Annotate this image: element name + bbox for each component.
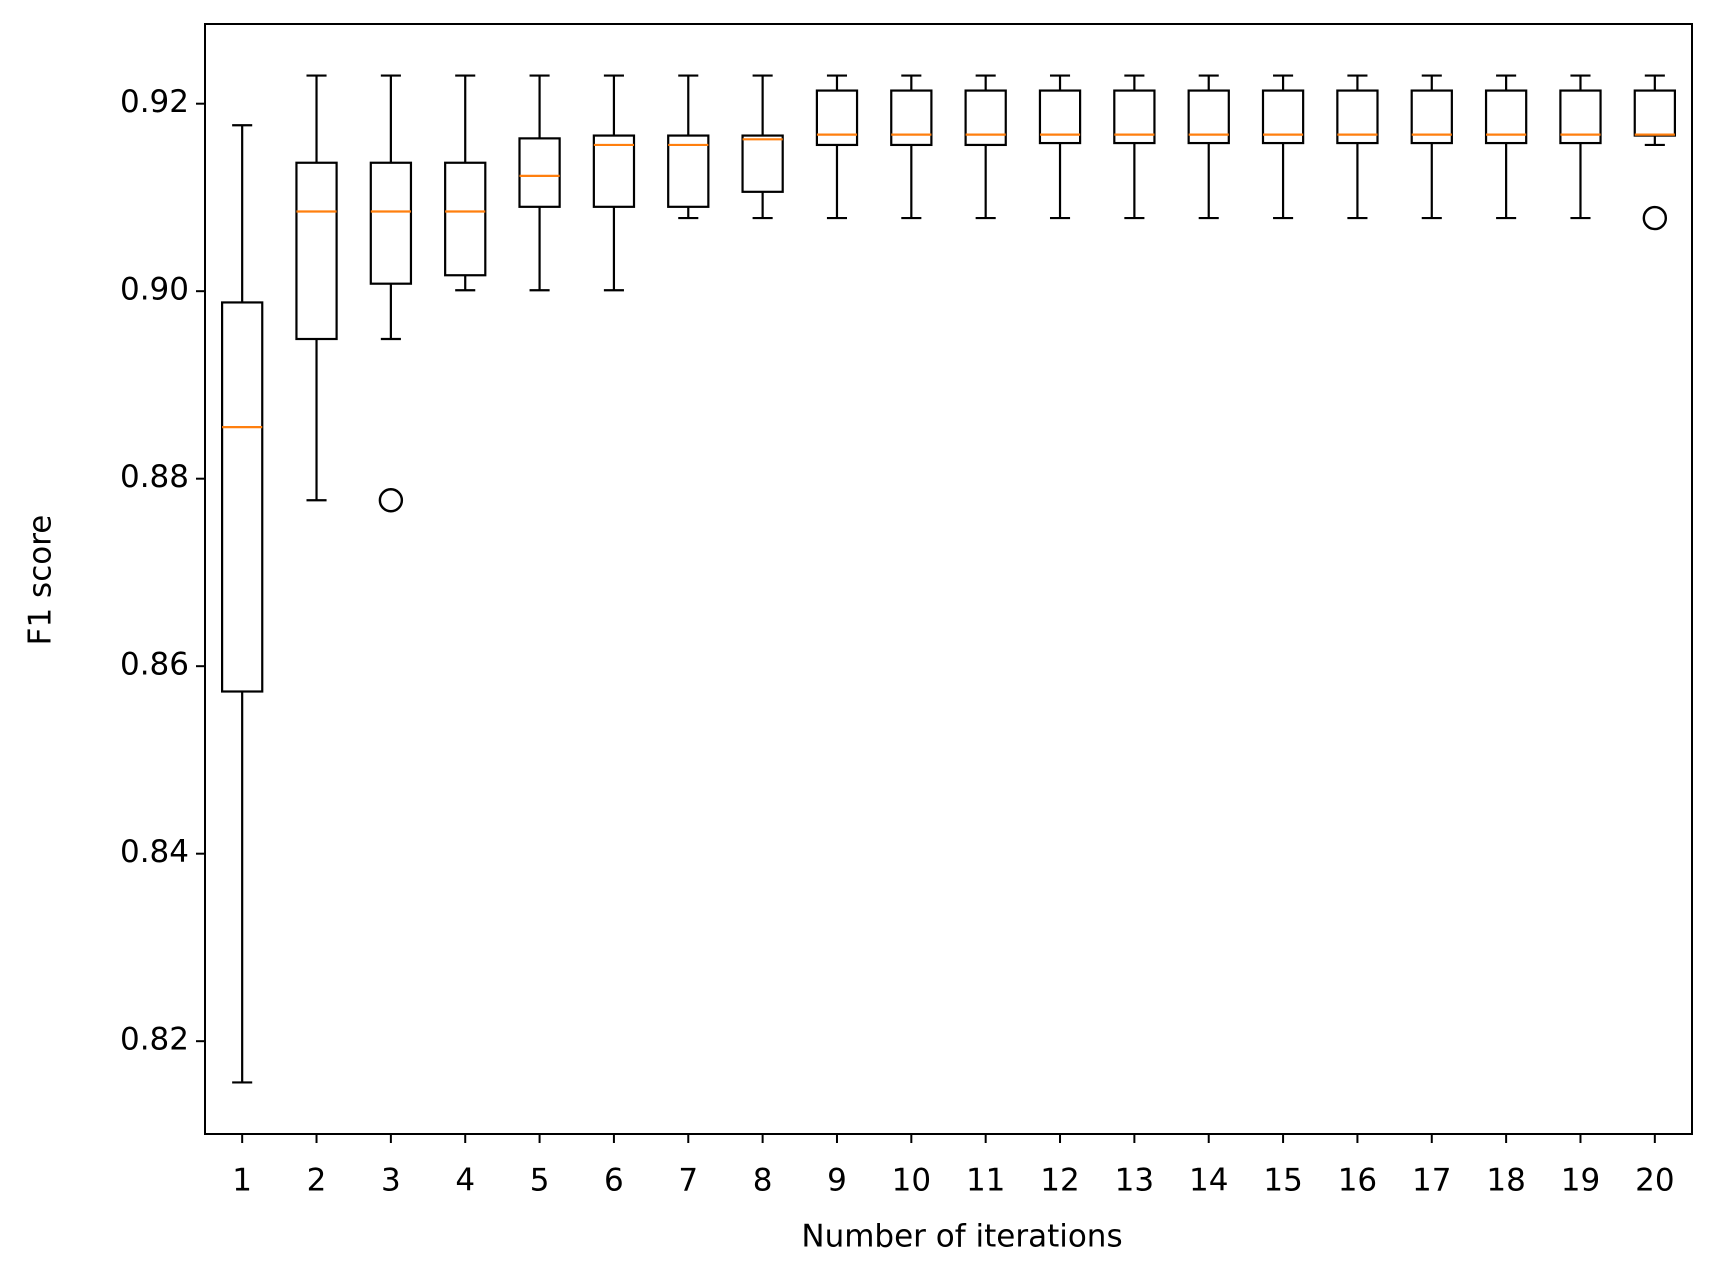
x-tick-label: 20: [1635, 1163, 1674, 1199]
x-tick-label: 6: [604, 1163, 624, 1199]
plot-frame: [204, 23, 1693, 1135]
box: [890, 89, 933, 147]
box: [964, 89, 1007, 147]
x-tick-label: 10: [892, 1163, 931, 1199]
box: [444, 161, 487, 277]
y-tick-label: 0.86: [120, 647, 189, 683]
outlier: [378, 488, 404, 513]
box: [1559, 89, 1602, 145]
x-tick-label: 5: [530, 1163, 550, 1199]
x-tick-label: 17: [1412, 1163, 1451, 1199]
box: [295, 161, 338, 341]
x-tick-label: 18: [1486, 1163, 1525, 1199]
x-tick-label: 11: [966, 1163, 1005, 1199]
x-tick-label: 7: [678, 1163, 698, 1199]
box: [1410, 89, 1453, 145]
x-tick-label: 19: [1561, 1163, 1600, 1199]
x-axis-label: Number of iterations: [801, 1219, 1122, 1255]
box: [1187, 89, 1230, 145]
box: [1336, 89, 1379, 145]
box: [1038, 89, 1082, 145]
box: [221, 301, 264, 693]
x-tick-label: 2: [307, 1163, 327, 1199]
x-tick-label: 14: [1189, 1163, 1228, 1199]
x-tick-label: 1: [232, 1163, 252, 1199]
y-tick-label: 0.88: [120, 459, 189, 495]
x-tick-label: 3: [381, 1163, 401, 1199]
y-axis-label: F1 score: [23, 515, 59, 646]
x-tick-label: 12: [1040, 1163, 1079, 1199]
y-tick-label: 0.82: [120, 1022, 189, 1058]
x-tick-label: 4: [455, 1163, 475, 1199]
box: [1113, 89, 1156, 145]
box: [815, 89, 859, 147]
x-tick-label: 13: [1115, 1163, 1154, 1199]
box: [741, 134, 784, 193]
box: [518, 137, 561, 208]
x-tick-label: 8: [753, 1163, 773, 1199]
box: [369, 161, 413, 285]
box: [592, 134, 636, 208]
outlier: [1642, 205, 1668, 231]
y-tick-label: 0.92: [120, 84, 189, 120]
box: [667, 134, 710, 208]
y-tick-label: 0.90: [120, 272, 189, 308]
box: [1484, 89, 1528, 145]
x-tick-label: 9: [827, 1163, 847, 1199]
x-tick-label: 15: [1263, 1163, 1302, 1199]
x-tick-label: 16: [1338, 1163, 1377, 1199]
box: [1261, 89, 1305, 145]
y-tick-label: 0.84: [120, 834, 189, 870]
